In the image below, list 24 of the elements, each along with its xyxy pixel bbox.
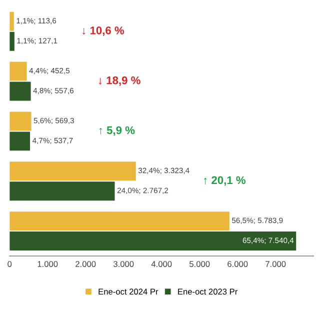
x-tick-label: 0 (8, 261, 12, 267)
bar (10, 162, 136, 181)
bar (10, 212, 230, 231)
x-tick-label: 3.000 (113, 261, 134, 267)
annotation: ↑ 5,9 % (99, 126, 135, 136)
legend-label: Ene-oct 2024 Pr (98, 288, 158, 295)
x-tick-label: 4.000 (151, 261, 172, 267)
bar (10, 32, 14, 51)
bar (10, 232, 296, 251)
x-tick-label: 1.000 (38, 261, 58, 267)
x-tick-label: 5.000 (190, 261, 210, 267)
bar (10, 132, 30, 151)
annotation: ↑ 20,1 % (204, 176, 246, 186)
x-tick-label: 7.000 (266, 261, 286, 267)
x-tick-label: 6.000 (228, 261, 248, 267)
bar (10, 82, 31, 101)
legend-label: Ene-oct 2023 Pr (178, 288, 238, 295)
bar (10, 12, 14, 31)
bar (10, 182, 115, 201)
bar (10, 112, 32, 131)
annotation: ↓ 10,6 % (82, 26, 124, 36)
annotation: ↓ 18,9 % (98, 76, 140, 86)
bar (10, 62, 27, 81)
x-tick-label: 2.000 (76, 261, 96, 267)
